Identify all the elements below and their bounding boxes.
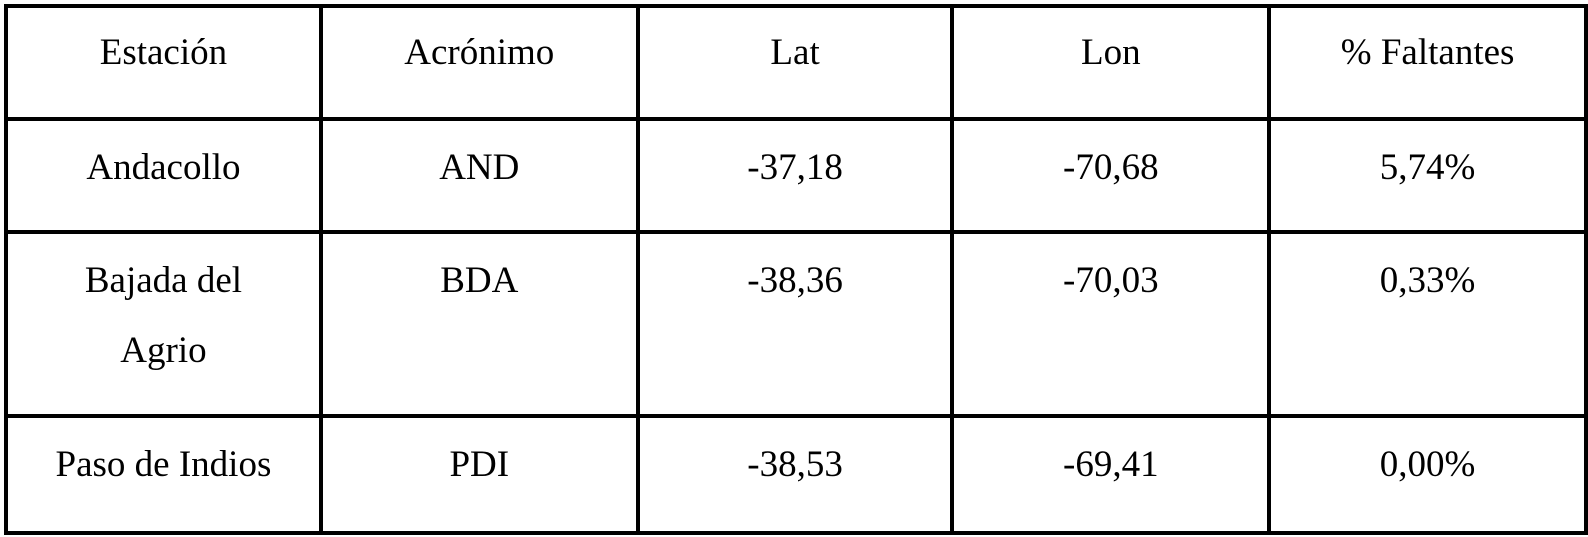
header-lon: Lon <box>950 4 1272 121</box>
cell-estacion: Andacollo <box>4 117 323 234</box>
cell-lon: -70,68 <box>950 117 1272 234</box>
header-row: Estación Acrónimo Lat Lon % Faltantes <box>4 4 1588 121</box>
cell-estacion: Paso de Indios <box>4 414 323 535</box>
header-estacion: Estación <box>4 4 323 121</box>
table-row: Bajada del Agrio BDA -38,36 -70,03 0,33% <box>4 230 1588 418</box>
header-acronimo: Acrónimo <box>318 4 640 121</box>
cell-lat: -38,36 <box>635 230 955 418</box>
cell-acronimo: PDI <box>318 414 640 535</box>
cell-faltantes: 5,74% <box>1267 117 1588 234</box>
table-row: Paso de Indios PDI -38,53 -69,41 0,00% <box>4 414 1588 535</box>
cell-faltantes: 0,33% <box>1267 230 1588 418</box>
stations-table: Estación Acrónimo Lat Lon % Faltantes An… <box>4 4 1588 535</box>
cell-lat: -37,18 <box>635 117 955 234</box>
cell-estacion-text: Bajada del Agrio <box>84 260 243 371</box>
header-faltantes: % Faltantes <box>1267 4 1588 121</box>
cell-lat: -38,53 <box>635 414 955 535</box>
cell-faltantes: 0,00% <box>1267 414 1588 535</box>
cell-lon: -70,03 <box>950 230 1272 418</box>
cell-acronimo: AND <box>318 117 640 234</box>
header-lat: Lat <box>635 4 955 121</box>
table-row: Andacollo AND -37,18 -70,68 5,74% <box>4 117 1588 234</box>
cell-lon: -69,41 <box>950 414 1272 535</box>
cell-acronimo: BDA <box>318 230 640 418</box>
cell-estacion: Bajada del Agrio <box>4 230 323 418</box>
